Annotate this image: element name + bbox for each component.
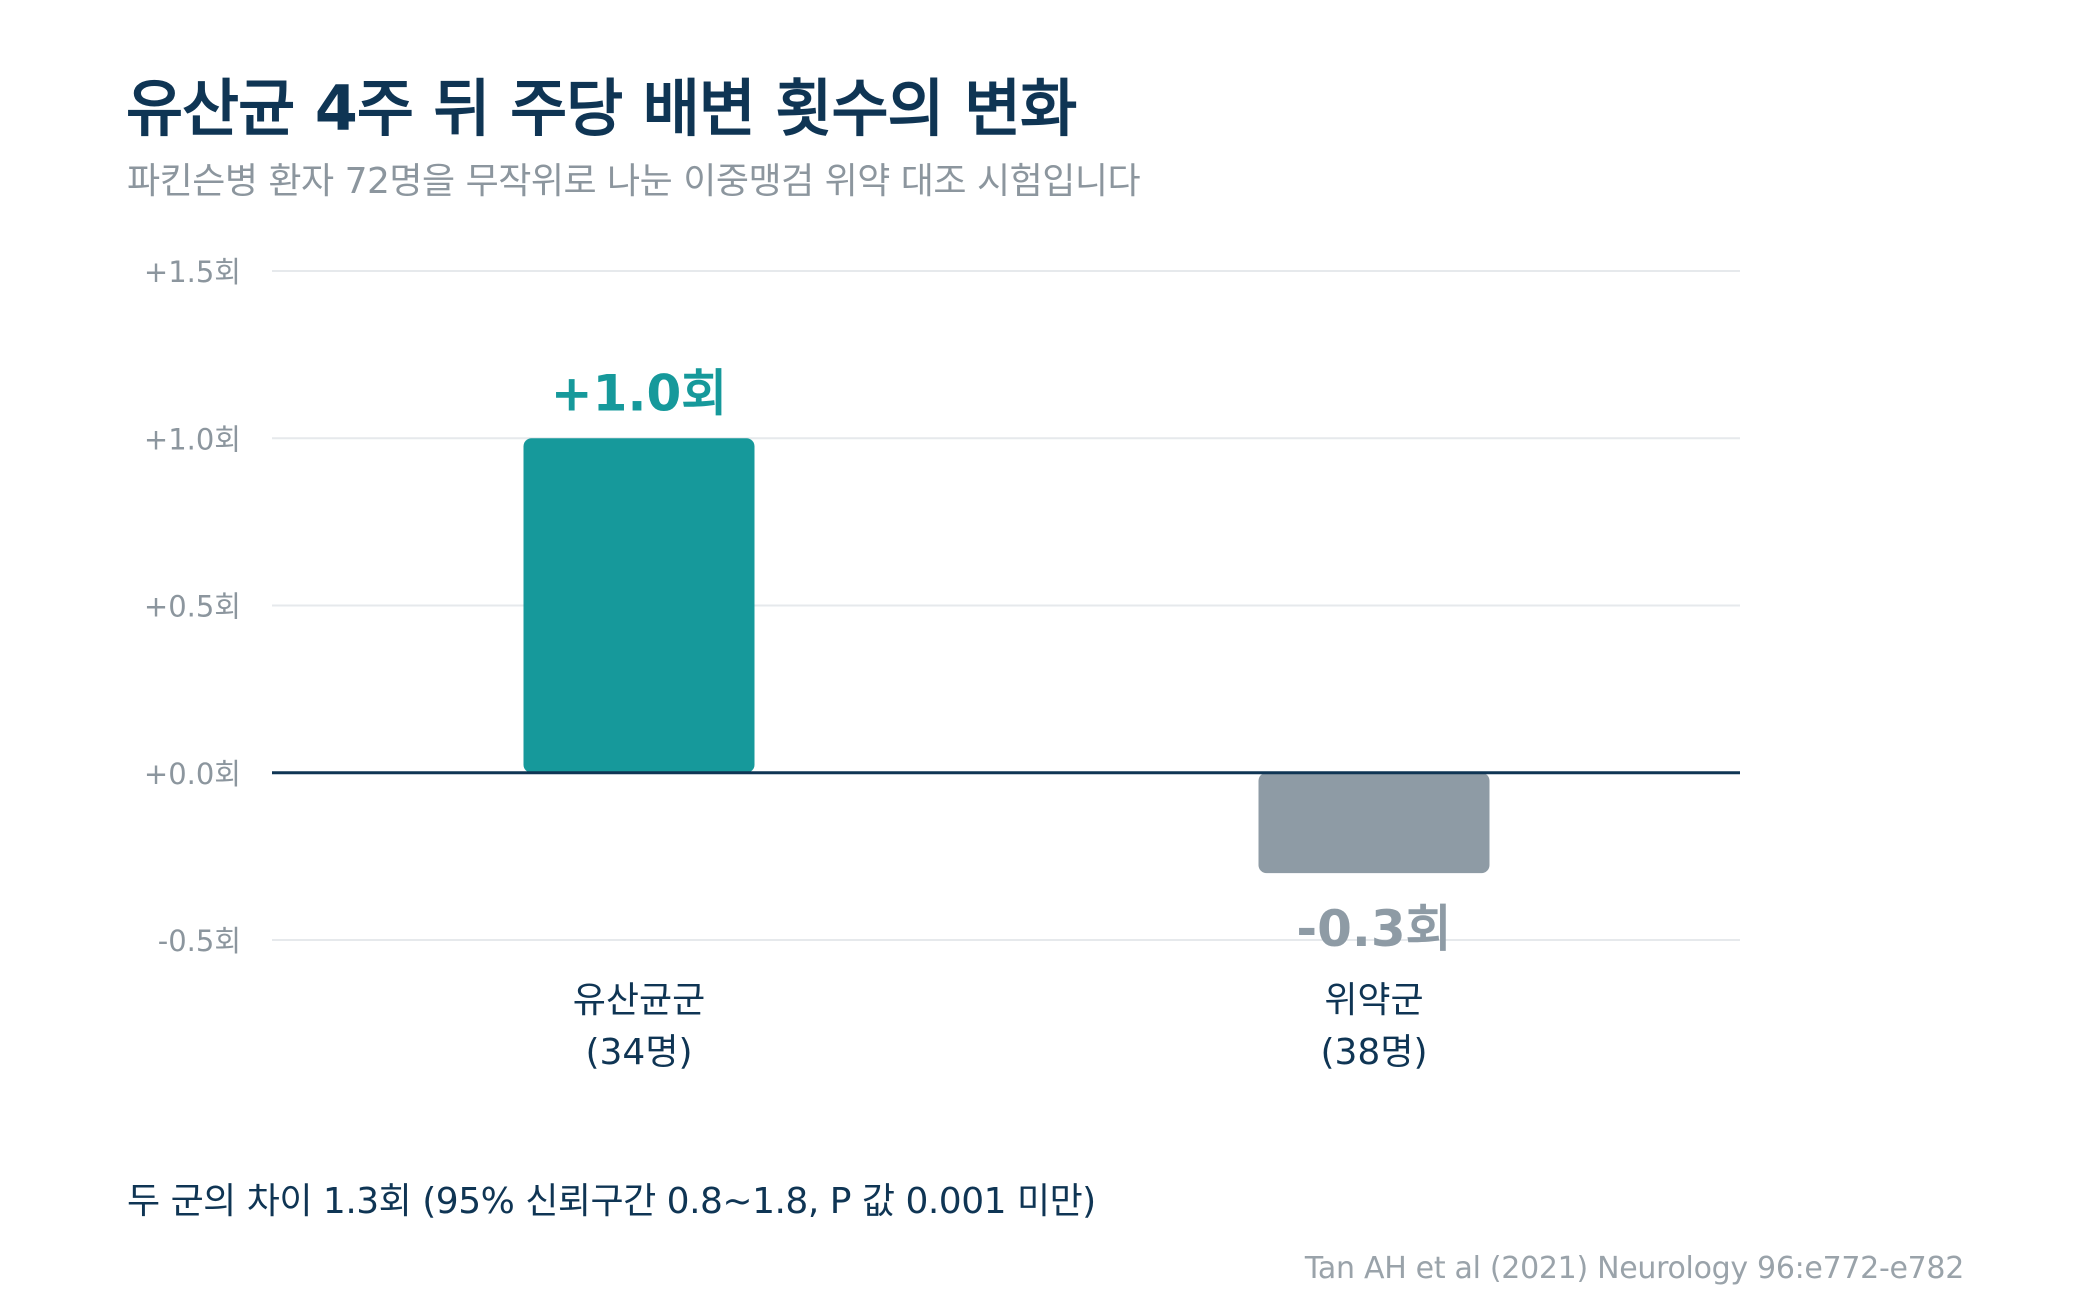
- value-label: -0.3회: [1296, 900, 1451, 958]
- category-count: (34명): [585, 1032, 692, 1073]
- gridlines: [272, 270, 1740, 941]
- value-labels: +1.0회 -0.3회: [551, 364, 1452, 958]
- category-count: (38명): [1320, 1032, 1427, 1073]
- y-tick-label: +1.0회: [144, 422, 241, 456]
- y-tick-label: -0.5회: [158, 924, 241, 958]
- chart-subtitle: 파킨슨병 환자 72명을 무작위로 나눈 이중맹검 위약 대조 시험입니다: [127, 161, 1141, 202]
- bar-placebo: [1258, 772, 1490, 874]
- category-label: 위약군: [1324, 980, 1423, 1021]
- source-citation: Tan AH et al (2021) Neurology 96:e772-e7…: [1304, 1251, 1964, 1286]
- y-tick-label: +0.5회: [144, 590, 241, 624]
- value-label: +1.0회: [551, 364, 727, 422]
- category-labels: 유산균군 (34명) 위약군 (38명): [573, 980, 1428, 1073]
- chart-title: 유산균 4주 뒤 주당 배변 횟수의 변화: [126, 72, 1077, 145]
- y-tick-label: +0.0회: [144, 757, 241, 791]
- bars: [523, 438, 1490, 874]
- category-label: 유산균군: [573, 980, 705, 1021]
- y-axis-ticks: +1.5회 +1.0회 +0.5회 +0.0회 -0.5회: [144, 255, 241, 958]
- bar-probiotic: [523, 438, 755, 773]
- footnote: 두 군의 차이 1.3회 (95% 신뢰구간 0.8~1.8, P 값 0.00…: [127, 1181, 1096, 1222]
- y-tick-label: +1.5회: [144, 255, 241, 289]
